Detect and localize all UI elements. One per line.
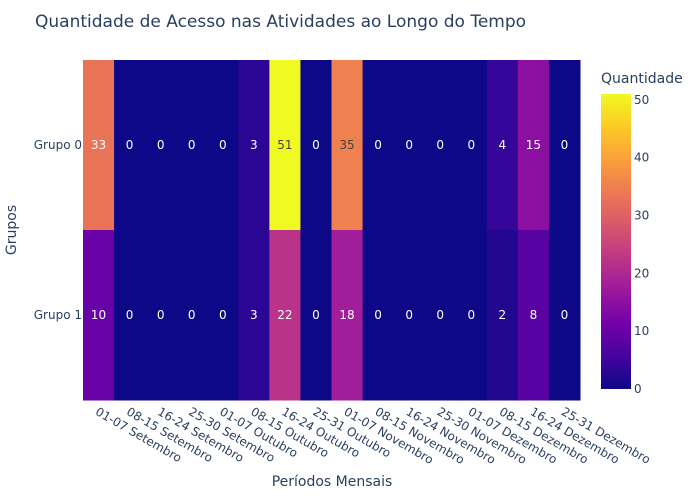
heatmap-cell <box>269 230 301 401</box>
heatmap-cell <box>83 60 115 231</box>
heatmap-cell <box>114 230 146 401</box>
heatmap-cell <box>548 60 581 231</box>
heatmap-cell <box>176 230 208 401</box>
heatmap-cell <box>362 230 395 401</box>
heatmap-cell <box>424 60 457 231</box>
heatmap-value-label: 15 <box>526 138 541 152</box>
y-tick-label: Grupo 1 <box>34 308 82 322</box>
colorbar-ticks: 0 10 20 30 40 50 <box>634 93 649 396</box>
heatmap-value-label: 8 <box>530 308 538 322</box>
heatmap-cell <box>455 230 488 401</box>
heatmap-value-label: 18 <box>339 308 354 322</box>
heatmap-value-label: 2 <box>499 308 507 322</box>
heatmap-cell <box>145 60 177 231</box>
heatmap-value-label: 0 <box>405 308 413 322</box>
heatmap-cell <box>517 60 550 231</box>
colorbar-tick-label: 30 <box>634 208 649 222</box>
heatmap-value-label: 3 <box>250 138 258 152</box>
heatmap-cell <box>424 230 457 401</box>
chart-title: Quantidade de Acesso nas Atividades ao L… <box>35 12 527 32</box>
colorbar-tick-label: 10 <box>634 324 649 338</box>
heatmap-cell <box>486 60 519 231</box>
heatmap-value-label: 0 <box>157 138 165 152</box>
heatmap-value-label: 4 <box>499 138 507 152</box>
heatmap-cell <box>362 60 395 231</box>
colorbar-title: Quantidade <box>601 71 683 87</box>
heatmap-cells <box>83 60 581 401</box>
heatmap-value-label: 0 <box>126 308 134 322</box>
colorbar-tick-label: 40 <box>634 151 649 165</box>
heatmap-cell <box>393 230 426 401</box>
y-axis-ticks: Grupo 0 Grupo 1 <box>34 138 82 322</box>
heatmap-value-label: 0 <box>219 308 227 322</box>
heatmap-value-label: 0 <box>188 138 196 152</box>
colorbar-tick-label: 20 <box>634 266 649 280</box>
heatmap-cell <box>393 60 426 231</box>
heatmap-value-label: 0 <box>188 308 196 322</box>
heatmap-value-label: 0 <box>436 138 444 152</box>
heatmap-value-label: 22 <box>277 308 292 322</box>
heatmap-cell <box>486 230 519 401</box>
heatmap-cell <box>114 60 146 231</box>
heatmap-value-label: 0 <box>436 308 444 322</box>
heatmap-value-labels: 33 0 0 0 0 3 51 0 35 0 0 0 0 4 15 0 10 0 0 0 0 3 22 0 18 0 0 0 0 2 8 0 <box>91 138 568 322</box>
heatmap-value-label: 10 <box>91 308 106 322</box>
heatmap-value-label: 33 <box>91 138 106 152</box>
heatmap-value-label: 0 <box>405 138 413 152</box>
heatmap-cell <box>176 60 208 231</box>
heatmap-cell <box>238 230 270 401</box>
heatmap-value-label: 0 <box>157 308 165 322</box>
heatmap-cell <box>517 230 550 401</box>
y-axis-title: Grupos <box>4 205 20 255</box>
heatmap-value-label: 0 <box>126 138 134 152</box>
heatmap-value-label: 35 <box>339 138 354 152</box>
heatmap-value-label: 0 <box>374 138 382 152</box>
x-axis-title: Períodos Mensais <box>272 474 393 490</box>
heatmap-value-label: 0 <box>561 138 569 152</box>
heatmap-value-label: 0 <box>312 308 320 322</box>
heatmap-cell <box>145 230 177 401</box>
heatmap-value-label: 0 <box>374 308 382 322</box>
colorbar-tick-label: 50 <box>634 93 649 107</box>
heatmap-value-label: 51 <box>277 138 292 152</box>
heatmap-value-label: 0 <box>467 138 475 152</box>
heatmap-value-label: 0 <box>219 138 227 152</box>
heatmap-cell <box>207 230 239 401</box>
heatmap-cell <box>331 60 364 231</box>
heatmap-cell <box>207 60 239 231</box>
y-tick-label: Grupo 0 <box>34 138 82 152</box>
heatmap-value-label: 0 <box>312 138 320 152</box>
heatmap-cell <box>269 60 301 231</box>
heatmap-cell <box>83 230 115 401</box>
heatmap-cell <box>548 230 581 401</box>
heatmap-cell <box>331 230 364 401</box>
colorbar <box>601 94 631 389</box>
heatmap-value-label: 0 <box>561 308 569 322</box>
heatmap-cell <box>300 60 332 231</box>
heatmap-cell <box>455 60 488 231</box>
colorbar-tick-label: 0 <box>634 382 642 396</box>
heatmap-value-label: 0 <box>467 308 475 322</box>
heatmap-cell <box>238 60 270 231</box>
heatmap-value-label: 3 <box>250 308 258 322</box>
heatmap-cell <box>300 230 332 401</box>
